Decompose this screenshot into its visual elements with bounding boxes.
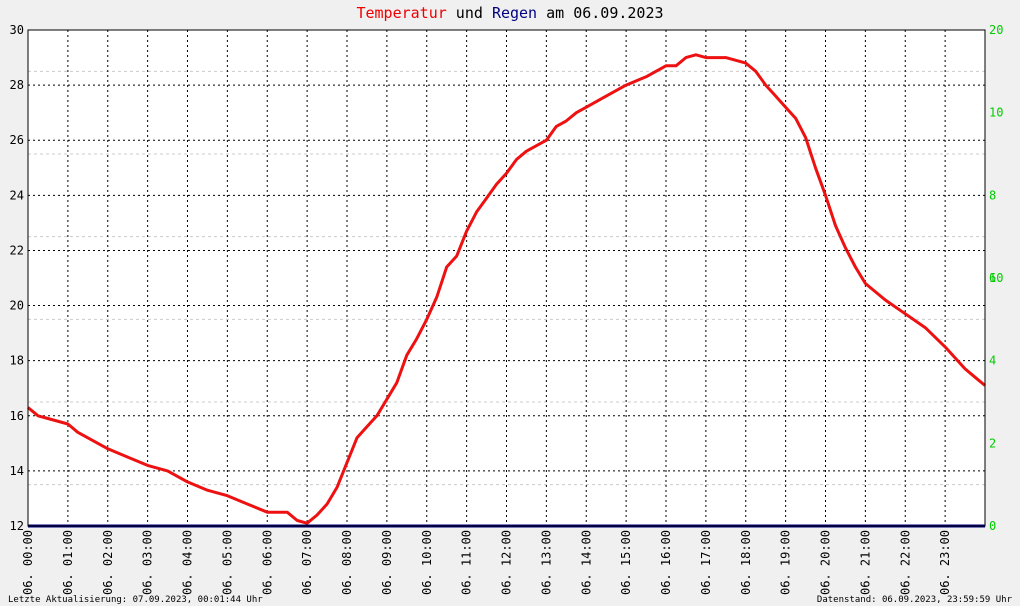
x-tick-label: 06. 03:00: [141, 530, 155, 595]
x-tick-label: 06. 09:00: [380, 530, 394, 595]
plot-frame: [27, 29, 986, 527]
title-part-1: und: [447, 4, 492, 22]
right-tick-label: 2: [989, 436, 996, 450]
x-tick-label: 06. 18:00: [739, 530, 753, 595]
chart-title: Temperatur und Regen am 06.09.2023: [356, 4, 663, 22]
x-tick-label: 06. 23:00: [938, 530, 952, 595]
left-tick-label: 22: [10, 243, 24, 257]
right-tick-label: 20: [989, 23, 1003, 37]
x-tick-label: 06. 05:00: [220, 530, 234, 595]
left-tick-label: 16: [10, 409, 24, 423]
left-tick-label: 12: [10, 519, 24, 533]
x-tick-label: 06. 16:00: [659, 530, 673, 595]
left-tick-label: 24: [10, 188, 24, 202]
title-part-3: am 06.09.2023: [537, 4, 663, 22]
x-tick-label: 06. 22:00: [898, 530, 912, 595]
title-part-0: Temperatur: [356, 4, 446, 22]
left-tick-label: 20: [10, 299, 24, 313]
x-axis: 06. 00:00 06. 01:00 06. 02:00 06. 03:00 06. …: [21, 530, 952, 595]
x-tick-label: 06. 00:00: [21, 530, 35, 595]
x-tick-label: 06. 12:00: [500, 530, 514, 595]
temperature-line: [27, 53, 986, 525]
footer-data-timestamp: Datenstand: 06.09.2023, 23:59:59 Uhr: [817, 595, 1013, 605]
x-tick-label: 06. 15:00: [619, 530, 633, 595]
plot-area: [28, 30, 985, 526]
right-tick-label: 4: [989, 354, 996, 368]
left-tick-label: 18: [10, 354, 24, 368]
right-y-axis: 0 2 4 6 8 10 10 20: [989, 23, 1003, 533]
right-tick-label: 0: [989, 519, 996, 533]
x-tick-label: 06. 02:00: [101, 530, 115, 595]
right-tick-label: 10: [989, 271, 1003, 285]
x-tick-label: 06. 17:00: [699, 530, 713, 595]
x-tick-label: 06. 10:00: [420, 530, 434, 595]
left-tick-label: 14: [10, 464, 24, 478]
x-tick-label: 06. 14:00: [579, 530, 593, 595]
right-tick-label: 10: [989, 106, 1003, 120]
left-y-axis: 12 14 16 18 20 22 24 26 28 30: [10, 23, 24, 533]
footer-last-update: Letzte Aktualisierung: 07.09.2023, 00:01…: [8, 595, 263, 605]
x-tick-label: 06. 01:00: [61, 530, 75, 595]
x-tick-label: 06. 07:00: [300, 530, 314, 595]
left-tick-label: 26: [10, 133, 24, 147]
x-tick-label: 06. 08:00: [340, 530, 354, 595]
x-tick-label: 06. 11:00: [460, 530, 474, 595]
x-tick-label: 06. 06:00: [260, 530, 274, 595]
title-part-2: Regen: [492, 4, 537, 22]
left-tick-label: 28: [10, 78, 24, 92]
x-tick-label: 06. 20:00: [819, 530, 833, 595]
x-tick-label: 06. 04:00: [181, 530, 195, 595]
x-tick-label: 06. 19:00: [779, 530, 793, 595]
x-tick-label: 06. 21:00: [858, 530, 872, 595]
right-tick-label: 6: [989, 271, 996, 285]
left-tick-label: 30: [10, 23, 24, 37]
right-tick-label: 8: [989, 188, 996, 202]
x-tick-label: 06. 13:00: [539, 530, 553, 595]
